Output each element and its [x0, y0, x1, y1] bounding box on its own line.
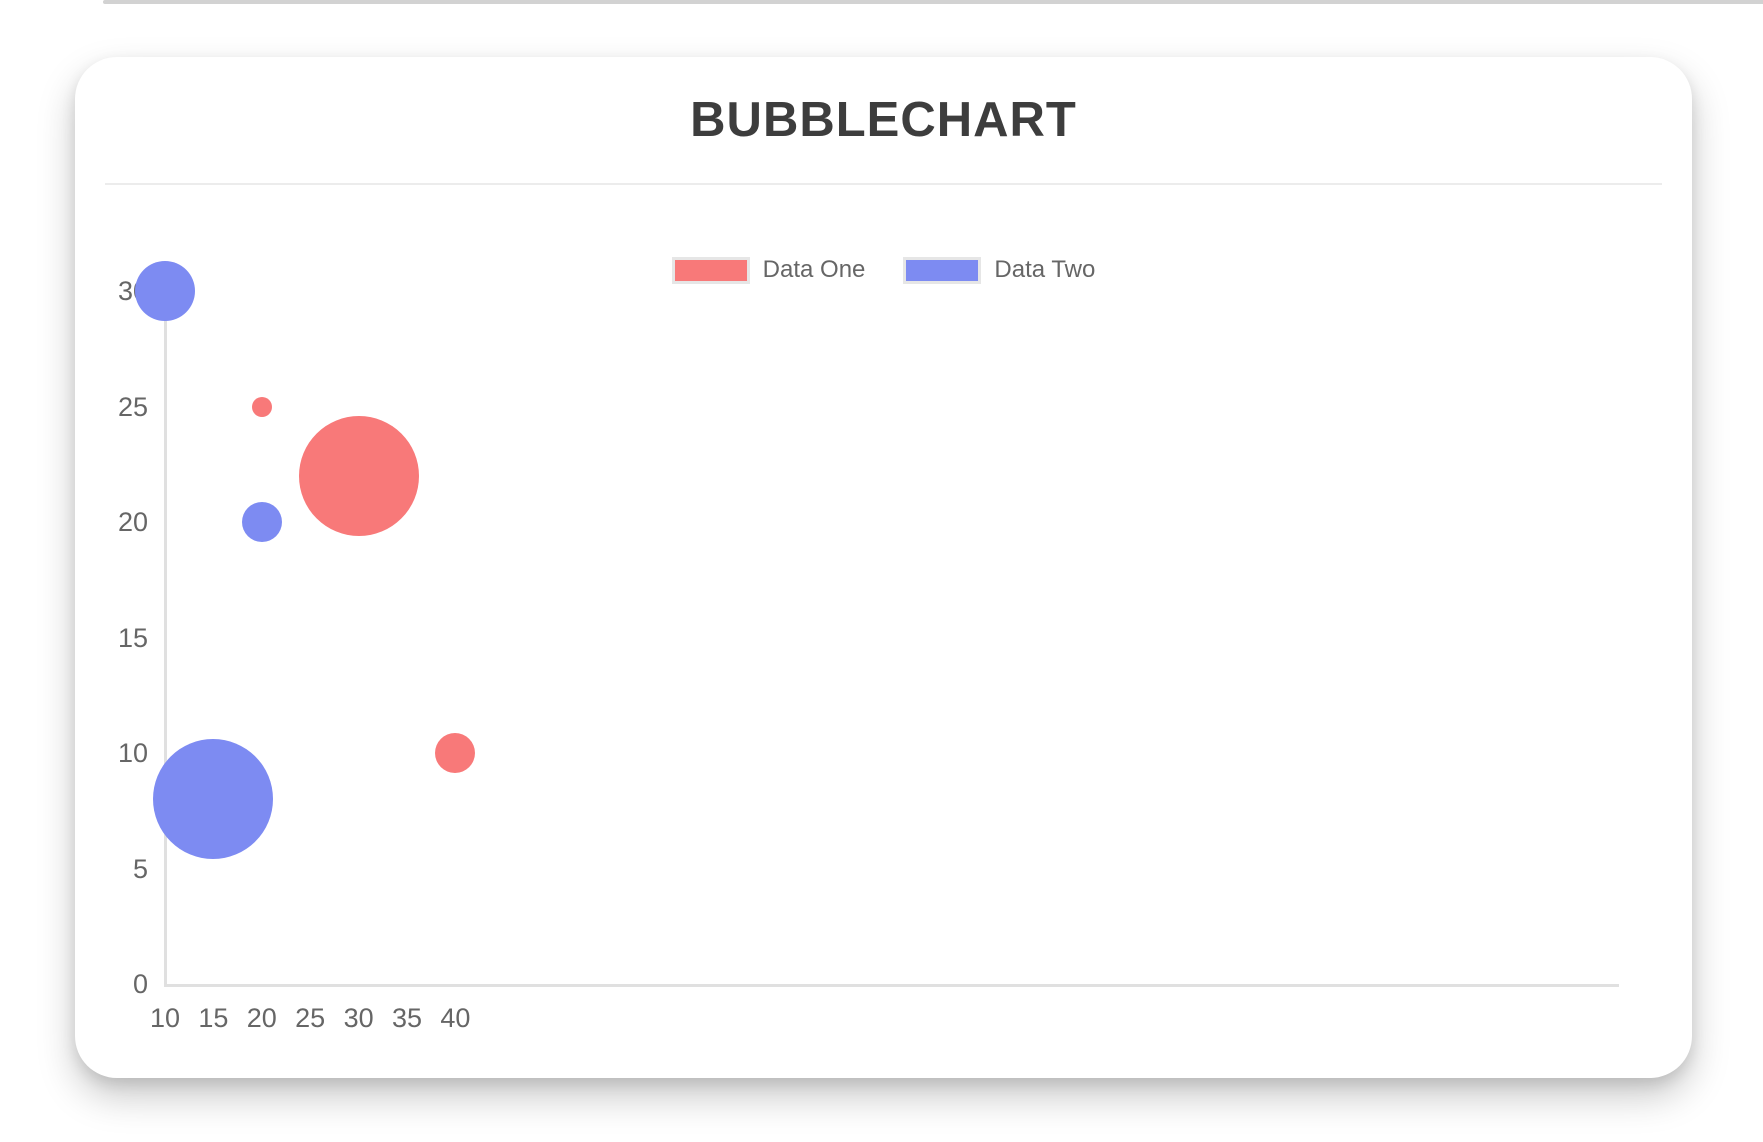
- x-axis-tick-label: 40: [440, 1003, 471, 1033]
- x-axis-tick-label: 20: [246, 1003, 277, 1033]
- bubble-data-one[interactable]: [251, 396, 272, 417]
- bubble-data-two[interactable]: [241, 502, 282, 542]
- y-axis-tick-label: 5: [132, 853, 148, 884]
- legend-label: Data Two: [994, 256, 1096, 283]
- y-axis-tick-label: 20: [117, 507, 148, 537]
- x-axis-tick-label: 15: [198, 1003, 229, 1033]
- bubble-chart-card: BUBBLECHART Data One Data Two 10 15 20 25 30 3…: [75, 57, 1692, 1078]
- legend-swatch: [671, 256, 750, 284]
- x-axis-tick-label: 25: [295, 1003, 326, 1033]
- y-axis-line: [164, 291, 167, 987]
- legend-swatch: [903, 256, 982, 284]
- legend-item-data-two[interactable]: Data Two: [903, 256, 1095, 284]
- y-axis-tick-label: 0: [132, 969, 148, 999]
- x-axis-tick-label: 35: [391, 1003, 423, 1033]
- y-axis-tick-label: 15: [117, 622, 148, 653]
- chart-title: BUBBLECHART: [690, 93, 1077, 147]
- x-axis-tick-label: 10: [149, 1003, 181, 1033]
- bubble-data-two[interactable]: [153, 739, 274, 860]
- legend-item-data-one[interactable]: Data One: [671, 256, 866, 284]
- y-axis-tick-label: 25: [117, 391, 148, 422]
- x-axis-tick-label: 30: [343, 1003, 374, 1033]
- legend-label: Data One: [762, 256, 866, 283]
- x-axis-line: [164, 984, 1619, 987]
- y-axis-tick-label: 10: [117, 738, 148, 768]
- bubble-data-one[interactable]: [298, 415, 419, 536]
- chart-legend: Data One Data Two: [75, 253, 1692, 287]
- top-divider: [103, 0, 1763, 4]
- bubble-chart-plot[interactable]: 10 15 20 25 30 35 40 0 5 10 15 20 25 30: [75, 57, 1692, 1078]
- chart-header: BUBBLECHART: [105, 57, 1662, 185]
- bubble-data-two[interactable]: [135, 261, 195, 321]
- bubble-data-one[interactable]: [435, 733, 476, 773]
